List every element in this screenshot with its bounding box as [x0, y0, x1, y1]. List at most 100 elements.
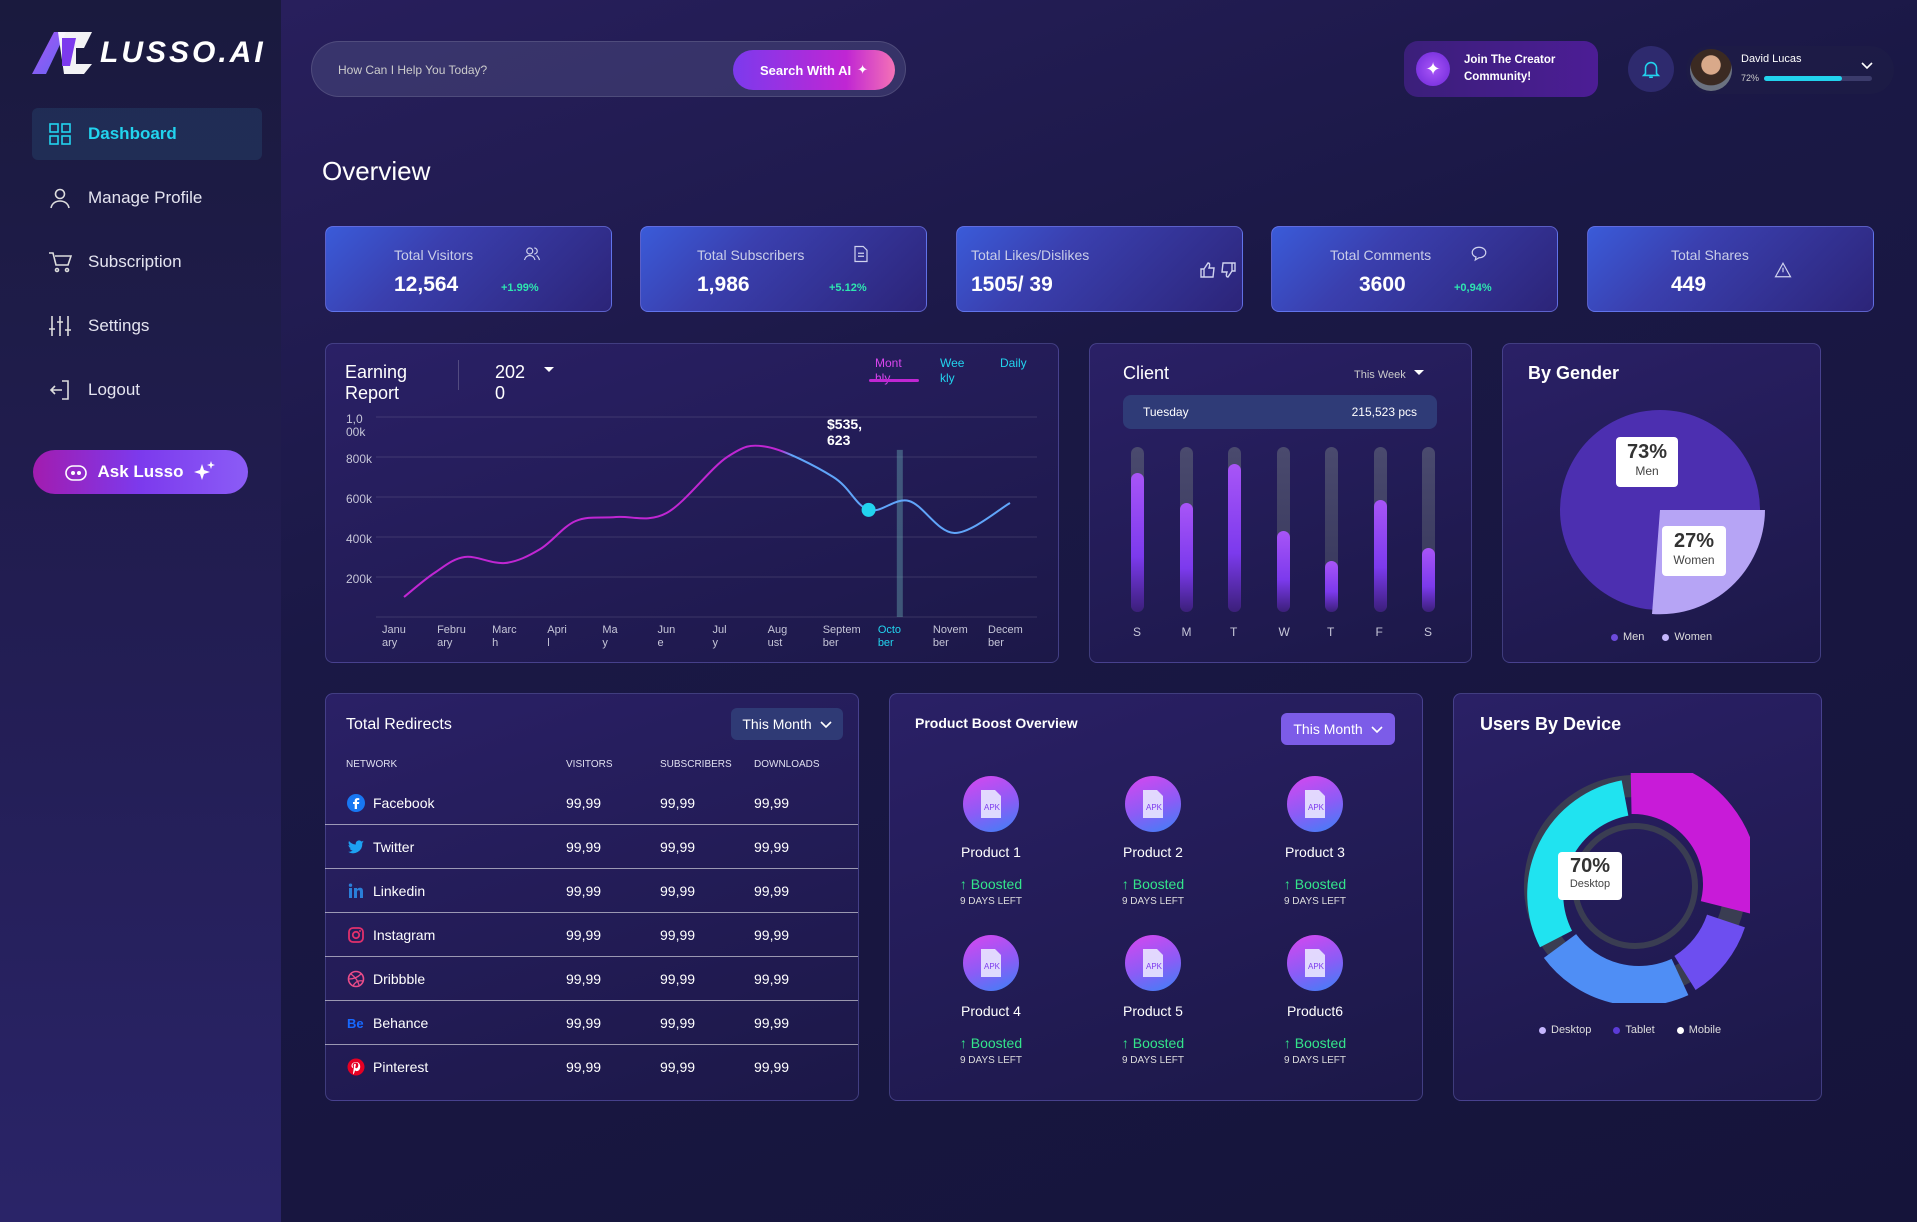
product-card[interactable]: APK Product6 ↑ Boosted 9 DAYS LEFT [1250, 935, 1380, 1066]
apk-file-icon: APK [1125, 935, 1181, 991]
column-header: DOWNLOADS [754, 759, 820, 770]
women-callout: 27% Women [1662, 526, 1726, 576]
x-tick-part: Marc [492, 624, 517, 636]
stat-value: 449 [1671, 273, 1707, 296]
stat-card-comments[interactable]: Total Comments 3600 +0,94% [1271, 226, 1558, 312]
sidebar-nav: Dashboard Manage Profile Subscription Se… [32, 108, 262, 428]
table-row[interactable]: Dribbble 99,99 99,99 99,99 [325, 957, 858, 1001]
client-bar[interactable] [1373, 499, 1387, 612]
legend-women: Women [1662, 631, 1712, 643]
user-menu[interactable]: David Lucas 72% [1686, 46, 1894, 94]
cell-visitors: 99,99 [566, 1015, 602, 1031]
gender-title: By Gender [1528, 363, 1620, 383]
brand-logo[interactable]: LUSSO.AI [32, 30, 266, 76]
sidebar-item-settings[interactable]: Settings [32, 300, 262, 352]
search-input[interactable] [338, 42, 718, 98]
earning-title: Earning Report [345, 362, 407, 404]
legend-dot [1662, 633, 1670, 641]
brand-name: LUSSO.AI [100, 36, 266, 69]
chevron-down-icon[interactable] [1860, 58, 1874, 72]
user-progress-fill [1764, 76, 1842, 81]
product-card[interactable]: APK Product 4 ↑ Boosted 9 DAYS LEFT [926, 935, 1056, 1066]
table-row[interactable]: Be Behance 99,99 99,99 99,99 [325, 1001, 858, 1045]
arrow-up-icon: ↑ [1283, 1035, 1291, 1051]
search-with-ai-button[interactable]: Search With AI ✦ [733, 50, 895, 90]
product-status: ↑ Boosted [1088, 876, 1218, 892]
earning-title-line1: Earning [345, 362, 408, 382]
users-icon [523, 247, 541, 261]
device-donut [1524, 773, 1750, 1003]
x-tick-part: l [547, 637, 550, 649]
donut-tablet [1673, 913, 1745, 990]
cell-subscribers: 99,99 [660, 1015, 696, 1031]
join-creator-community-button[interactable]: ✦ Join The Creator Community! [1404, 41, 1598, 97]
redirects-period-select[interactable]: This Month [731, 708, 843, 740]
tab-weekly[interactable]: Wee kly [940, 356, 964, 386]
ask-lusso-button[interactable]: Ask Lusso [33, 450, 248, 494]
x-tick-part: Octo [877, 624, 902, 636]
legend-tablet: Tablet [1613, 1024, 1655, 1036]
cell-downloads: 99,99 [754, 839, 790, 855]
x-tick-label: Septem ber [823, 624, 861, 650]
twitter-icon [348, 840, 364, 854]
x-tick-label: Febru ary [437, 624, 466, 650]
sidebar-item-logout[interactable]: Logout [32, 364, 262, 416]
x-tick-part: ber [822, 637, 839, 649]
stat-card-subscribers[interactable]: Total Subscribers 1,986 +5.12% [640, 226, 927, 312]
sidebar-item-manage-profile[interactable]: Manage Profile [32, 172, 262, 224]
day-label: W [1278, 625, 1290, 639]
stat-card-likes[interactable]: Total Likes/Dislikes 1505/ 39 [956, 226, 1243, 312]
year-selector[interactable]: 202 0 [495, 362, 525, 404]
client-bar[interactable] [1276, 531, 1290, 612]
sidebar-item-subscription[interactable]: Subscription [32, 236, 262, 288]
instagram-icon [348, 927, 364, 943]
tooltip-line1: $535, [827, 416, 863, 432]
tooltip-line2: 623 [827, 432, 851, 448]
stat-delta: +1.99% [501, 282, 539, 294]
client-period-select[interactable]: This Week [1354, 369, 1424, 381]
sidebar-item-label: Dashboard [88, 124, 177, 143]
table-row[interactable]: Facebook 99,99 99,99 99,99 [325, 781, 858, 825]
creator-line1: Join The Creator [1464, 54, 1556, 66]
men-label: Men [1635, 464, 1659, 478]
status-label: Boosted [970, 876, 1023, 892]
x-tick-part: ber [988, 637, 1004, 649]
table-row[interactable]: Linkedin 99,99 99,99 99,99 [325, 869, 858, 913]
product-card[interactable]: APK Product 5 ↑ Boosted 9 DAYS LEFT [1088, 935, 1218, 1066]
table-row[interactable]: Twitter 99,99 99,99 99,99 [325, 825, 858, 869]
caret-down-icon[interactable] [544, 366, 554, 374]
table-row[interactable]: Instagram 99,99 99,99 99,99 [325, 913, 858, 957]
creator-text: Join The Creator Community! [1464, 52, 1555, 86]
x-tick-part: y [602, 637, 608, 649]
notifications-button[interactable] [1628, 46, 1674, 92]
y-tick-part: 1,0 [346, 412, 363, 426]
client-bar[interactable] [1179, 503, 1193, 612]
legend-mobile: Mobile [1676, 1024, 1721, 1036]
stat-card-shares[interactable]: Total Shares 449 [1587, 226, 1874, 312]
table-row[interactable]: Pinterest 99,99 99,99 99,99 [325, 1045, 858, 1089]
day-label: T [1230, 625, 1238, 639]
stat-card-visitors[interactable]: Total Visitors 12,564 +1.99% [325, 226, 612, 312]
sidebar: LUSSO.AI Dashboard Manage Profile Subscr… [0, 0, 281, 1222]
device-pct: 70% [1569, 855, 1611, 877]
client-bar-track [1325, 447, 1338, 612]
boost-period-select[interactable]: This Month [1281, 713, 1395, 745]
product-name: Product 1 [961, 844, 1021, 860]
legend-label: Men [1623, 631, 1645, 643]
client-bar[interactable] [1422, 547, 1435, 612]
sidebar-item-dashboard[interactable]: Dashboard [32, 108, 262, 160]
product-card[interactable]: APK Product 2 ↑ Boosted 9 DAYS LEFT [1088, 776, 1218, 907]
gender-legend: Men Women [1611, 631, 1712, 643]
stat-label: Total Subscribers [697, 247, 805, 263]
client-bar[interactable] [1228, 463, 1241, 612]
product-name: Product 3 [1285, 844, 1345, 860]
product-name: Product 4 [961, 1003, 1021, 1019]
product-card[interactable]: APK Product 3 ↑ Boosted 9 DAYS LEFT [1250, 776, 1380, 907]
page-title: Overview [322, 156, 431, 186]
client-bar[interactable] [1131, 473, 1144, 612]
tab-daily[interactable]: Daily [1000, 356, 1027, 371]
cell-downloads: 99,99 [754, 927, 790, 943]
client-bar[interactable] [1325, 560, 1338, 612]
product-card[interactable]: APK Product 1 ↑ Boosted 9 DAYS LEFT [926, 776, 1056, 907]
apk-file-icon: APK [963, 776, 1019, 832]
